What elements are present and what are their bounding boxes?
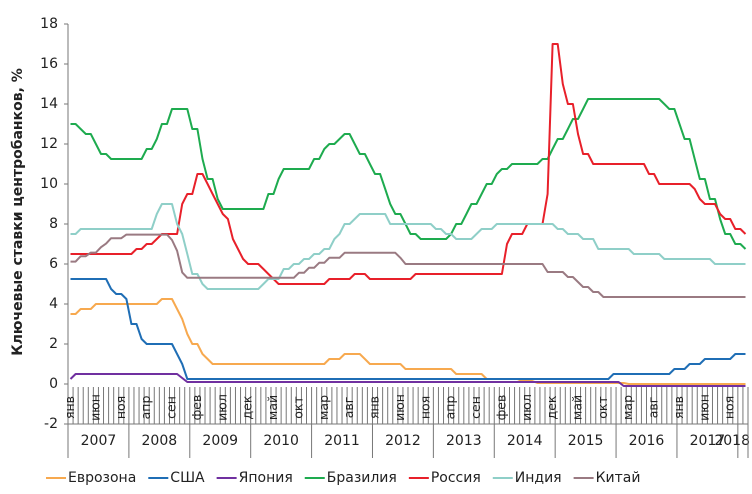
x-tick-label: май (570, 395, 585, 420)
year-label: 2008 (142, 433, 178, 449)
y-tick-label: 12 (40, 136, 58, 152)
x-tick-label: янв (367, 396, 382, 419)
legend-label: Япония (239, 470, 293, 486)
x-tick-label: май (265, 395, 280, 420)
x-tick-label: июн (392, 394, 407, 421)
x-tick-label: фев (493, 395, 508, 421)
x-tick-label: янв (62, 396, 77, 419)
x-tick-label: окт (595, 396, 610, 418)
year-label: 2018 (714, 433, 750, 449)
x-tick-label: янв (671, 396, 686, 419)
series-line (70, 233, 746, 298)
x-tick-label: июн (696, 394, 711, 421)
y-tick-label: -2 (44, 416, 58, 432)
x-tick-label: сен (468, 396, 483, 419)
year-label: 2016 (629, 433, 665, 449)
x-tick-label: авг (341, 397, 356, 419)
x-tick-label: дек (240, 395, 255, 419)
x-tick-label: окт (290, 396, 305, 418)
x-tick-label: июл (519, 394, 534, 421)
y-tick-label: 14 (40, 96, 58, 112)
x-tick-label: апр (443, 396, 458, 420)
y-tick-label: 8 (49, 216, 58, 232)
series-line (70, 98, 747, 250)
y-tick-label: 18 (40, 16, 58, 32)
x-tick-label: мар (316, 395, 331, 420)
year-label: 2013 (446, 433, 482, 449)
legend-label: Китай (596, 470, 641, 486)
y-tick-label: 0 (49, 376, 58, 392)
x-tick-label: авг (646, 397, 661, 419)
year-label: 2012 (385, 433, 421, 449)
x-tick-label: апр (138, 396, 153, 420)
x-tick-label: ноя (417, 396, 432, 419)
y-tick-label: 10 (40, 176, 58, 192)
year-label: 2017 (690, 433, 726, 449)
y-tick-label: 4 (49, 296, 58, 312)
x-tick-label: дек (544, 395, 559, 419)
legend-label: Еврозона (68, 470, 136, 486)
x-tick-label: июл (214, 394, 229, 421)
year-label: 2014 (507, 433, 543, 449)
x-tick-label: ноя (113, 396, 128, 419)
x-tick-label: фев (189, 395, 204, 421)
year-label: 2010 (263, 433, 299, 449)
y-axis-title: Ключевые ставки центробанков, % (10, 68, 26, 356)
y-tick-label: 2 (49, 336, 58, 352)
year-label: 2011 (324, 433, 360, 449)
series-line (70, 298, 746, 385)
series-line (69, 373, 746, 387)
x-tick-label: июн (87, 394, 102, 421)
year-label: 2015 (568, 433, 604, 449)
x-tick-label: сен (164, 396, 179, 419)
x-tick-label: ноя (722, 396, 737, 419)
series-line (70, 203, 746, 290)
legend-label: Россия (431, 470, 481, 486)
year-label: 2009 (202, 433, 238, 449)
y-tick-label: 6 (49, 256, 58, 272)
legend-label: Индия (515, 470, 562, 486)
series-line (70, 278, 746, 380)
legend-label: Бразилия (327, 470, 397, 486)
year-label: 2007 (81, 433, 117, 449)
legend-label: США (170, 470, 205, 486)
y-tick-label: 16 (40, 56, 58, 72)
x-tick-label: мар (620, 395, 635, 420)
series-line (70, 43, 747, 285)
